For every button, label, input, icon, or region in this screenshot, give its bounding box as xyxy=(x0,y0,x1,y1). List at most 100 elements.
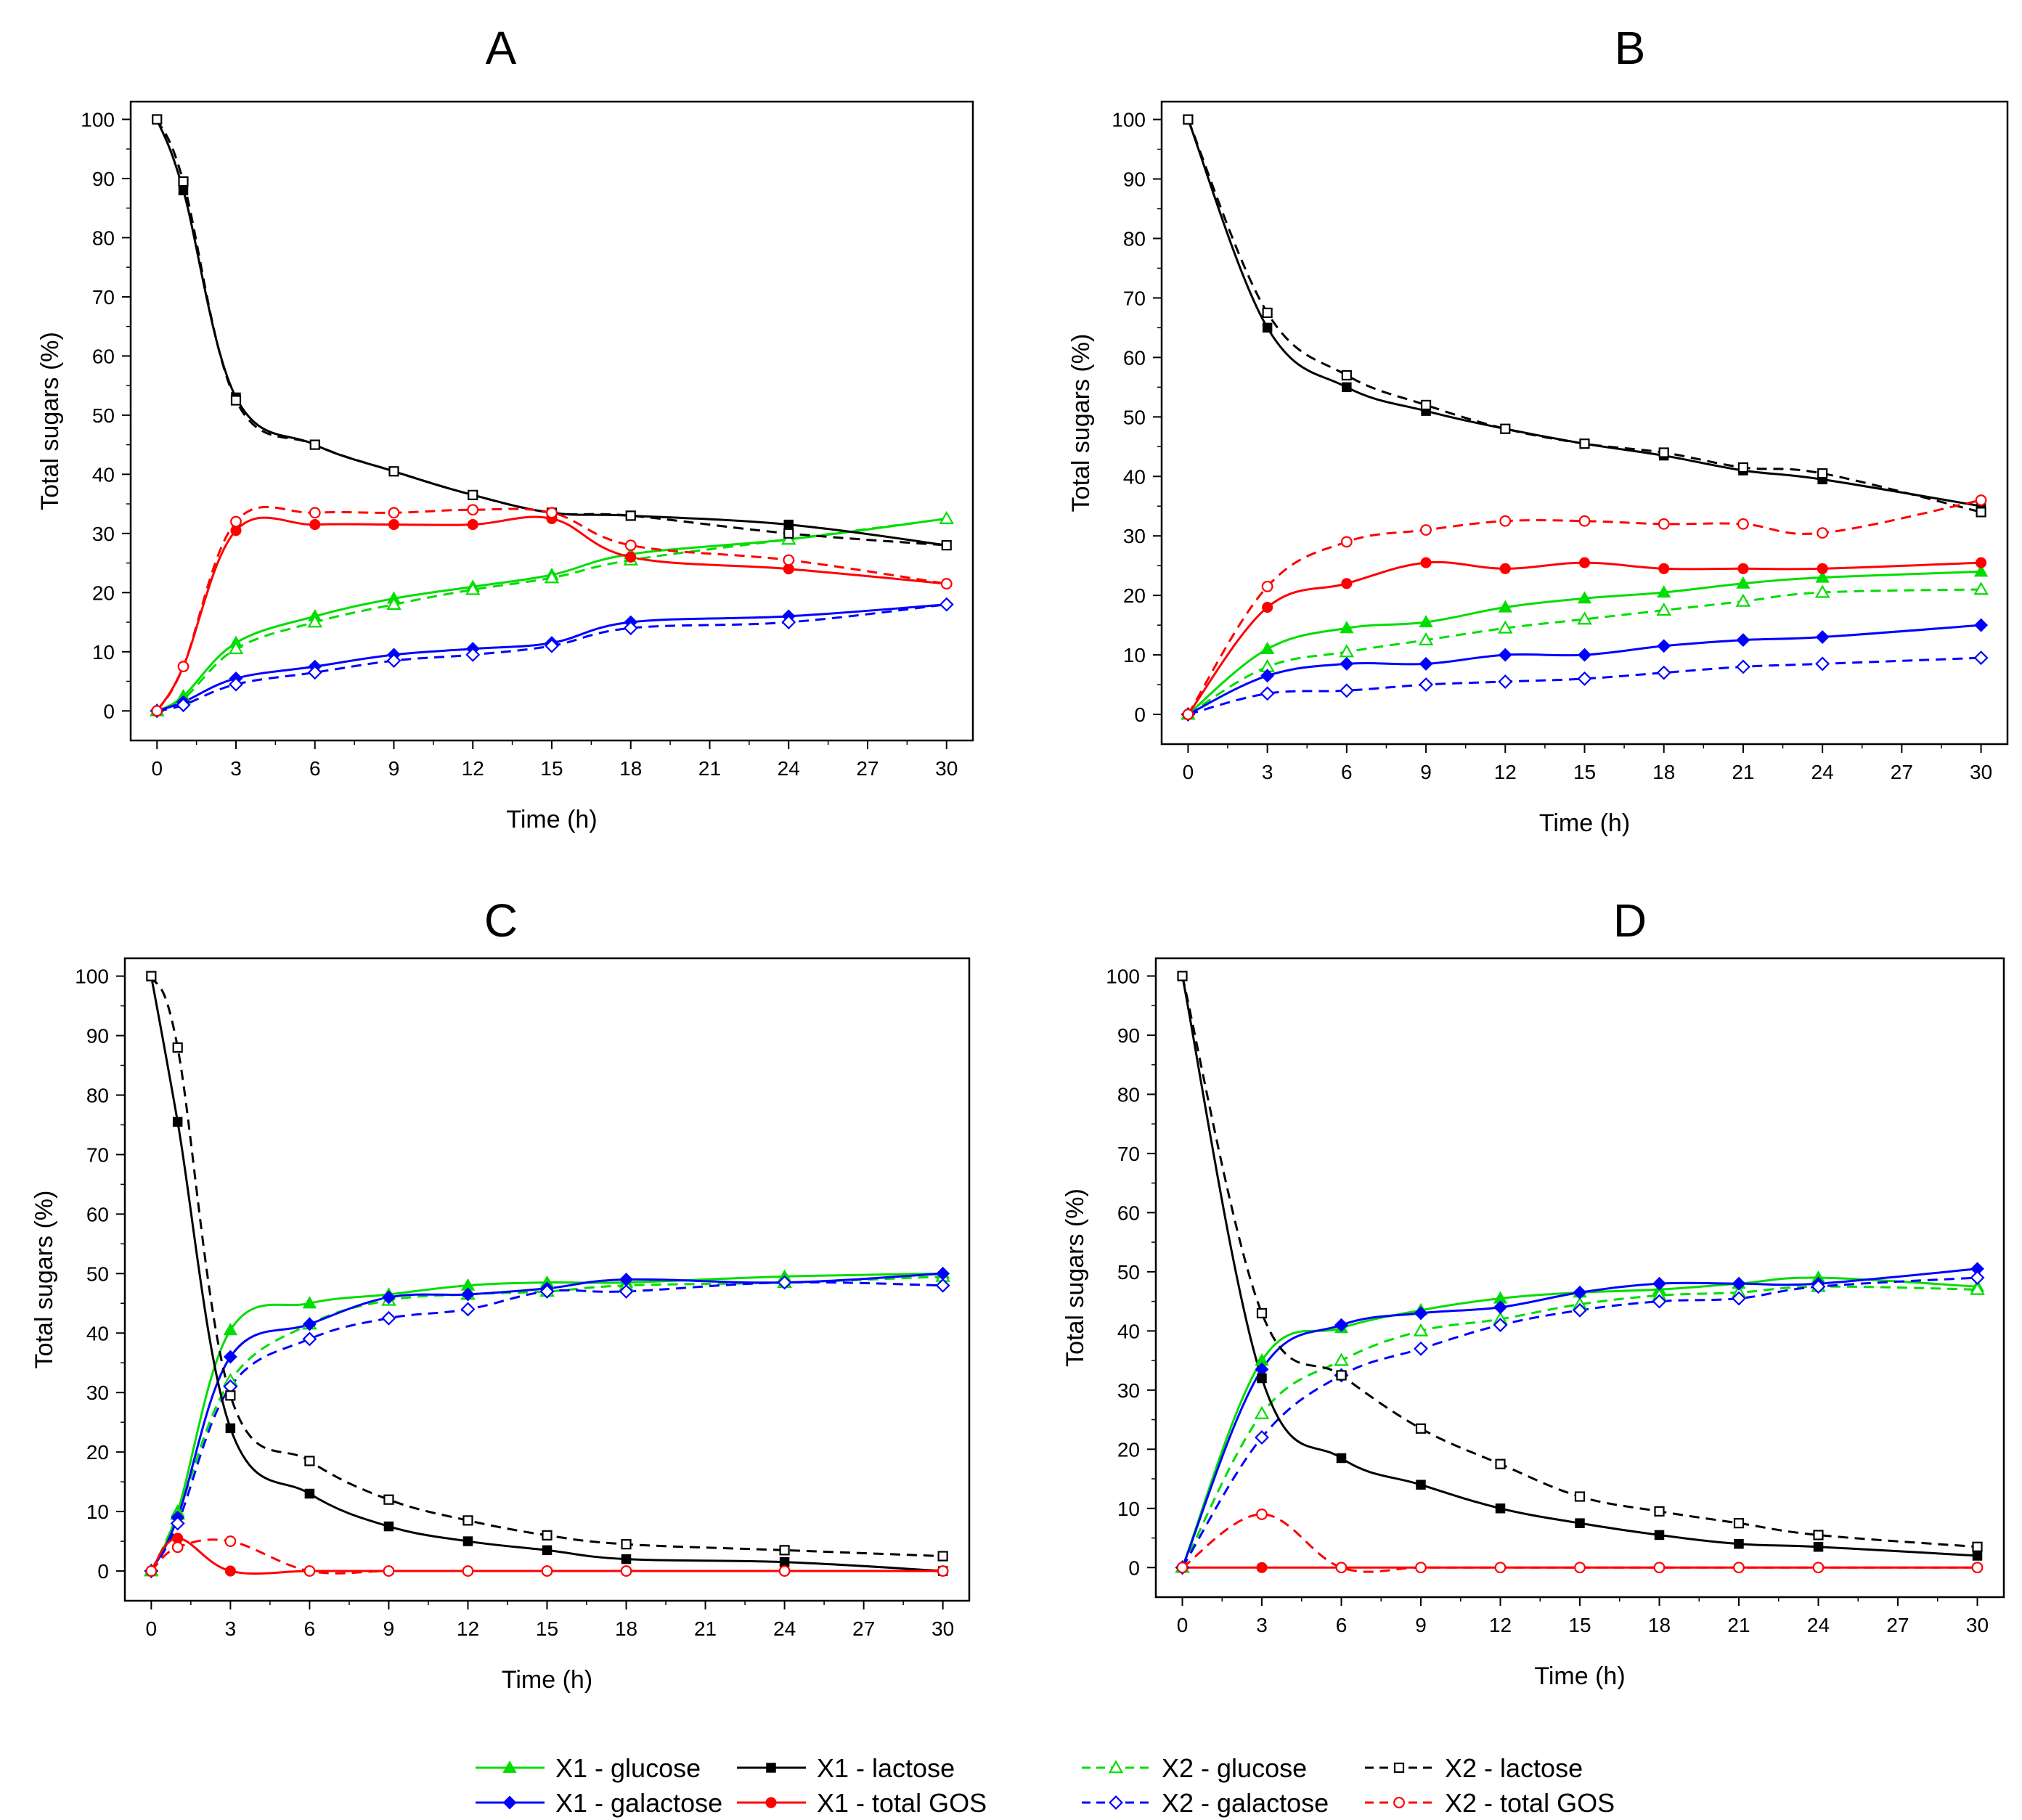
data-point-x2-galactose xyxy=(1493,1318,1508,1333)
data-point-x2-gos xyxy=(1971,1562,1984,1574)
y-tick-label: 10 xyxy=(86,1501,109,1523)
data-point-x2-gos xyxy=(230,515,242,528)
y-tick-label: 40 xyxy=(1117,1320,1140,1342)
data-point-x1-lactose xyxy=(1257,1373,1267,1384)
legend-swatch-marker xyxy=(765,1797,777,1808)
x-tick-label: 0 xyxy=(1183,761,1194,783)
series-line-x2-lactose xyxy=(150,976,943,1558)
series-line-x2-galactose xyxy=(1188,656,1981,716)
legend: X1 - glucose X1 - lactose X2 - glucose X2 -… xyxy=(476,1753,1615,1818)
x-tick-label: 27 xyxy=(1891,761,1913,783)
series-line-x1-glucose xyxy=(1181,1276,1978,1568)
data-point-x2-galactose xyxy=(781,615,796,629)
data-point-x1-galactose xyxy=(1414,1306,1428,1321)
data-point-x2-gos xyxy=(1335,1562,1348,1574)
data-point-x2-gos xyxy=(541,1565,553,1577)
data-point-x2-galactose xyxy=(1815,656,1830,672)
series-line-x2-glucose xyxy=(156,517,947,712)
legend-swatch-marker xyxy=(1393,1762,1405,1774)
data-point-x2-glucose xyxy=(1413,1323,1429,1337)
data-point-x1-galactose xyxy=(1657,639,1671,653)
data-point-x2-glucose xyxy=(544,570,560,584)
legend-swatch-marker xyxy=(1108,1760,1124,1774)
data-point-x2-gos xyxy=(1578,515,1591,527)
data-point-x1-glucose xyxy=(1340,621,1354,634)
x-tick-label: 27 xyxy=(1886,1614,1909,1636)
data-point-x2-gos xyxy=(1812,1562,1825,1574)
data-point-x2-lactose xyxy=(1177,971,1188,982)
x-tick-label: 0 xyxy=(151,757,163,780)
legend-item: X2 - total GOS xyxy=(1365,1788,1615,1818)
series-line-x2-lactose xyxy=(1187,119,1981,513)
data-point-x2-glucose xyxy=(1814,584,1830,598)
data-point-x2-gos xyxy=(778,1565,791,1577)
y-tick-label: 0 xyxy=(103,700,115,722)
legend-label: X2 - galactose xyxy=(1162,1788,1329,1818)
y-tick-label: 10 xyxy=(1117,1498,1140,1520)
data-point-x2-lactose xyxy=(1256,1307,1268,1318)
data-point-x2-lactose xyxy=(1817,468,1828,479)
data-point-x2-lactose xyxy=(230,395,242,406)
series-line-x2-lactose xyxy=(155,118,947,547)
y-tick-label: 10 xyxy=(1123,644,1146,666)
data-point-x2-gos xyxy=(1420,524,1432,536)
data-point-x2-lactose xyxy=(1658,447,1669,458)
y-tick-label: 100 xyxy=(75,966,109,988)
data-point-x1-gos xyxy=(1658,563,1670,574)
data-point-x2-lactose xyxy=(309,439,320,450)
x-tick-label: 6 xyxy=(1336,1614,1348,1636)
data-point-x2-gos xyxy=(1975,494,1987,506)
data-point-x2-gos xyxy=(1733,1562,1745,1574)
x-tick-label: 9 xyxy=(388,757,400,780)
data-point-x1-galactose xyxy=(223,1350,237,1364)
data-point-x2-lactose xyxy=(468,489,478,500)
data-point-x1-galactose xyxy=(1340,656,1354,671)
data-point-x2-galactose xyxy=(777,1275,792,1290)
data-point-x1-glucose xyxy=(1498,600,1512,613)
data-point-x1-galactose xyxy=(1493,1300,1507,1315)
panel-letter: D xyxy=(1613,894,1647,947)
data-point-x2-lactose xyxy=(178,176,189,187)
data-point-x2-lactose xyxy=(1415,1423,1427,1434)
data-point-x1-lactose xyxy=(783,519,794,530)
y-tick-label: 10 xyxy=(92,641,115,664)
y-tick-label: 70 xyxy=(1123,287,1146,309)
data-point-x2-lactose xyxy=(1495,1458,1506,1469)
y-tick-label: 70 xyxy=(92,286,115,309)
y-tick-label: 90 xyxy=(92,168,115,190)
y-tick-label: 90 xyxy=(1117,1024,1140,1047)
x-tick-label: 18 xyxy=(615,1617,637,1640)
data-point-x2-galactose xyxy=(229,677,243,692)
data-point-x1-lactose xyxy=(1416,1480,1426,1490)
series-line-x2-glucose xyxy=(1187,588,1981,716)
data-point-x1-glucose xyxy=(302,1296,317,1309)
series-line-x2-glucose xyxy=(150,1275,943,1572)
data-point-x2-gos xyxy=(1653,1562,1666,1574)
data-point-x2-lactose xyxy=(1500,423,1511,434)
data-point-x2-glucose xyxy=(1970,1281,1985,1295)
y-tick-label: 50 xyxy=(92,404,115,427)
data-point-x1-lactose xyxy=(1262,322,1273,333)
data-point-x2-galactose xyxy=(623,621,638,636)
panel-letter: C xyxy=(484,894,518,947)
data-point-x2-gos xyxy=(1499,515,1512,527)
data-point-x1-galactose xyxy=(381,1290,396,1305)
data-point-x1-glucose xyxy=(223,1323,238,1336)
data-point-x1-lactose xyxy=(1813,1541,1824,1552)
legend-label: X1 - galactose xyxy=(555,1788,722,1818)
series-line-x2-lactose xyxy=(1181,976,1978,1548)
data-point-x2-lactose xyxy=(941,540,952,551)
x-tick-label: 15 xyxy=(1568,1614,1591,1636)
data-point-x1-gos xyxy=(1817,563,1828,574)
data-point-x2-galactose xyxy=(381,1310,396,1326)
x-tick-label: 15 xyxy=(540,757,563,780)
x-tick-label: 30 xyxy=(1970,761,1992,783)
data-point-x2-galactose xyxy=(1339,683,1354,698)
data-point-x2-gos xyxy=(224,1535,237,1547)
data-point-x2-glucose xyxy=(1973,581,1989,595)
x-tick-label: 30 xyxy=(1966,1614,1989,1636)
data-point-x2-galactose xyxy=(1735,659,1750,674)
y-tick-label: 20 xyxy=(1123,584,1146,607)
y-tick-label: 70 xyxy=(86,1143,109,1166)
